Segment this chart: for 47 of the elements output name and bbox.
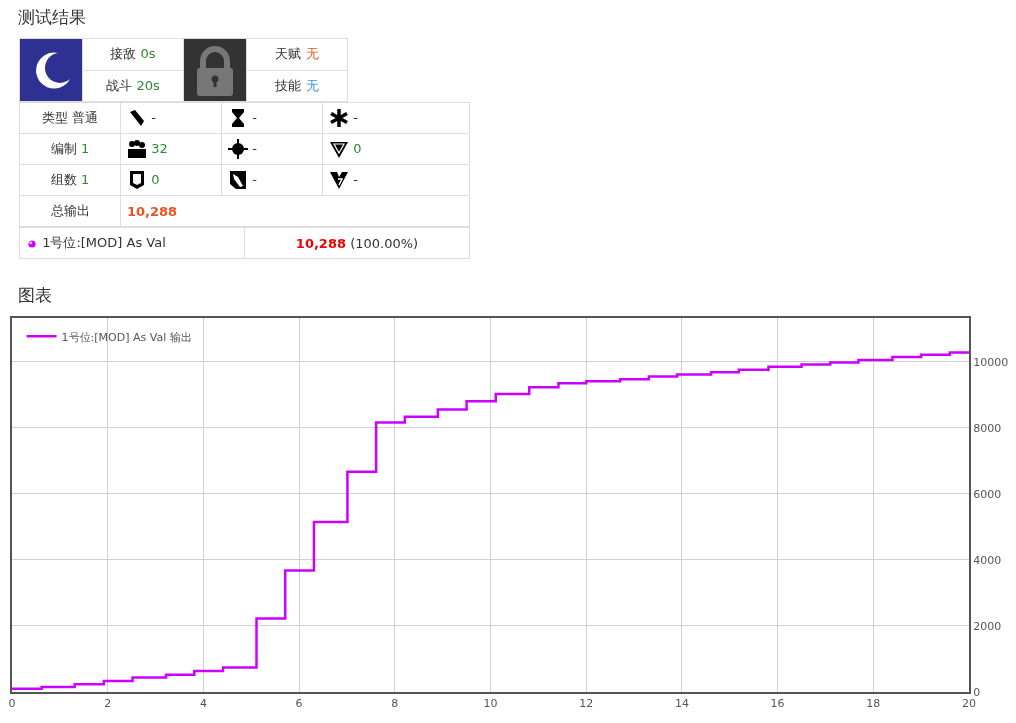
x-tick-label: 12 <box>579 697 594 711</box>
x-tick-label: 10 <box>483 697 498 711</box>
text: 战斗 <box>106 77 133 93</box>
y-tick-label: 6000 <box>973 487 1002 501</box>
y-tick-label: 8000 <box>973 421 1002 435</box>
x-tick-label: 6 <box>295 697 303 711</box>
text: 总输出 <box>19 195 121 227</box>
text: - <box>221 164 323 196</box>
text: - <box>322 102 470 134</box>
text: 1 <box>80 141 90 156</box>
text: 无 <box>305 46 319 62</box>
text: 组数 <box>50 172 77 187</box>
text: 测试结果 <box>17 6 87 29</box>
x-tick-label: 16 <box>770 697 785 711</box>
x-tick-label: 14 <box>674 697 689 711</box>
y-tick-label: 0 <box>973 685 981 699</box>
y-tick-label: 10000 <box>973 355 1009 369</box>
text: 10,288 <box>295 235 347 251</box>
text: 技能 <box>275 77 302 93</box>
text: - <box>120 102 222 134</box>
text: - <box>322 164 470 196</box>
text: 接敌 <box>110 46 137 62</box>
text: 0 <box>151 171 160 187</box>
text: 10,288 <box>120 195 470 227</box>
x-tick-label: 2 <box>104 697 112 711</box>
legend-label: 1号位:[MOD] As Val 输出 <box>61 330 192 344</box>
chart-title: 图表 <box>17 284 53 307</box>
y-tick-label: 2000 <box>973 619 1002 633</box>
text: 无 <box>305 77 319 93</box>
text: 20s <box>136 77 160 93</box>
text: 1 <box>80 172 90 187</box>
x-tick-label: 18 <box>866 697 881 711</box>
text: - <box>221 102 323 134</box>
x-tick-label: 8 <box>391 697 399 711</box>
x-tick-label: 4 <box>199 697 207 711</box>
text: 编制 <box>50 141 77 156</box>
text: 1号位:[MOD] As Val <box>19 227 245 259</box>
x-tick-label: 0 <box>8 697 16 711</box>
y-tick-label: 4000 <box>973 553 1002 567</box>
text: 0s <box>140 46 156 62</box>
text: (100.00%) <box>350 235 419 251</box>
text: 0 <box>353 140 362 156</box>
text: 32 <box>151 140 168 156</box>
text: 天赋 <box>275 46 302 62</box>
text: - <box>221 133 323 165</box>
text: 类型 普通 <box>41 110 99 125</box>
x-tick-label: 20 <box>962 697 976 711</box>
